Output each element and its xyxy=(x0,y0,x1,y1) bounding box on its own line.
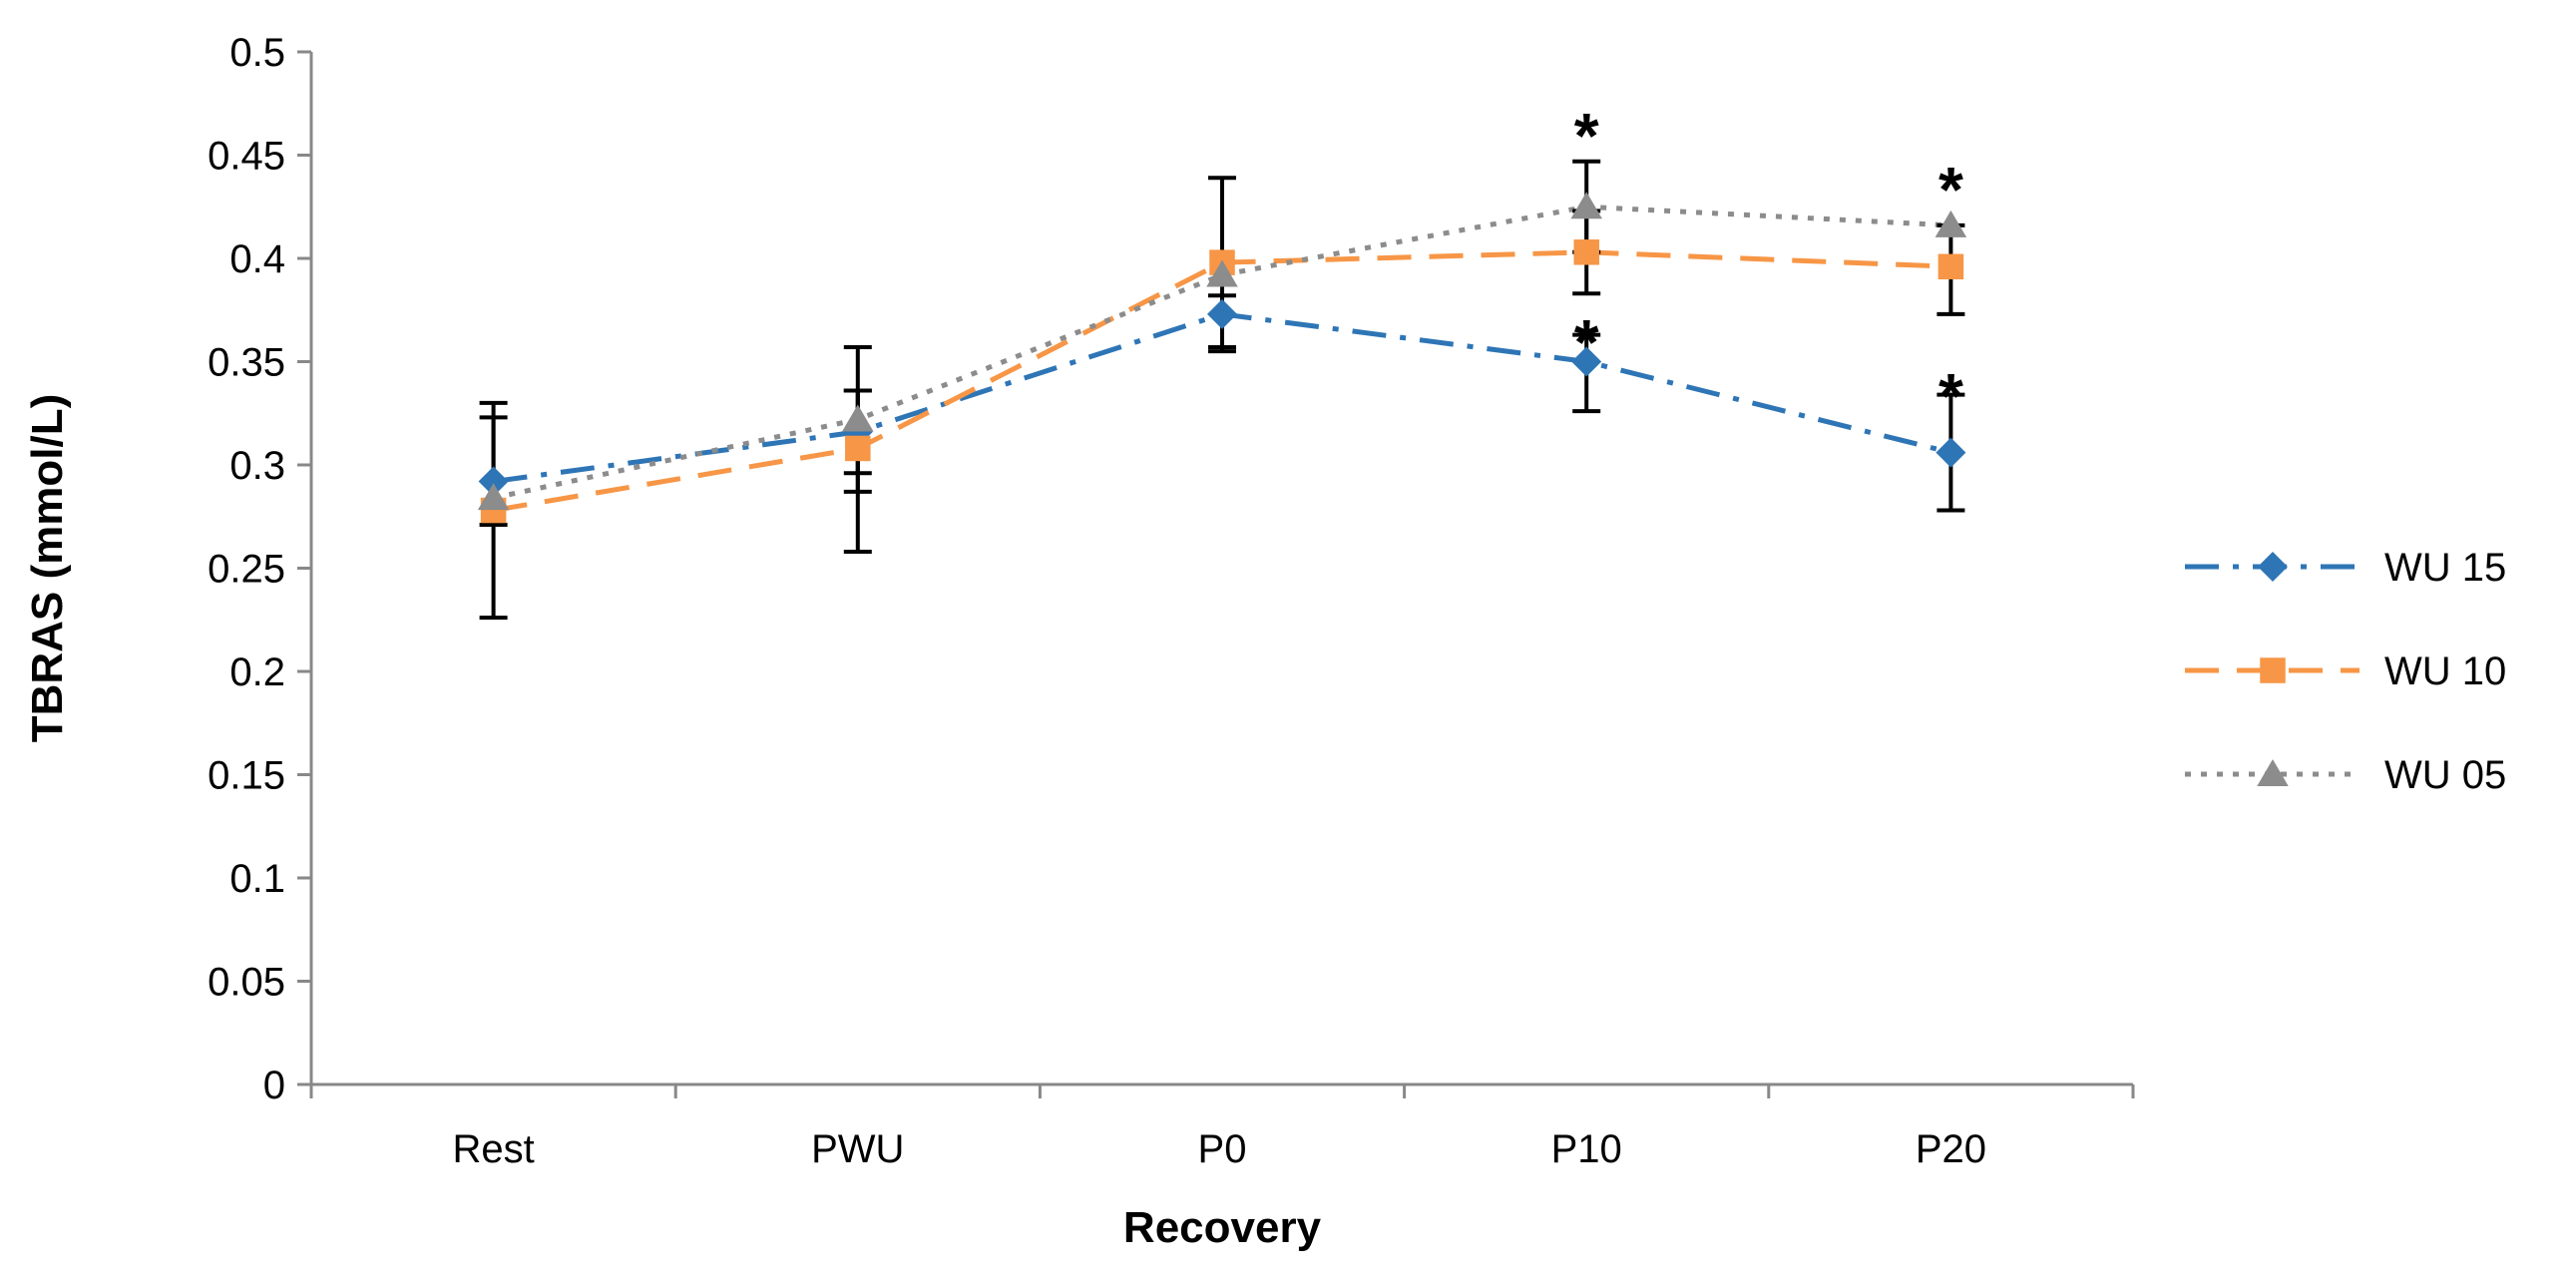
significance-star: * xyxy=(1938,154,1963,225)
data-point-wu-05 xyxy=(842,404,874,432)
y-tick-label: 0.4 xyxy=(229,237,285,281)
significance-star: * xyxy=(1574,306,1599,378)
y-tick-label: 0.45 xyxy=(208,135,285,179)
axes: 0 0.05 0.1 0.15 0.2 0.25 0.3 0.35 0.4 0.45 0.5 Rest… xyxy=(208,31,2135,1171)
legend-item-wu-10: WU 10 xyxy=(2185,649,2506,693)
y-tick-label: 0.35 xyxy=(208,341,285,385)
x-tick-label: P0 xyxy=(1198,1127,1247,1171)
legend: WU 15 WU 10 WU 05 xyxy=(2185,546,2506,797)
y-tick-label: 0.2 xyxy=(229,650,285,694)
y-tick-label: 0.3 xyxy=(229,444,285,488)
y-tick-label: 0 xyxy=(263,1064,285,1107)
y-tick-label: 0.1 xyxy=(229,857,285,901)
y-tick-label: 0.15 xyxy=(208,754,285,798)
series-layer xyxy=(477,159,1967,621)
significance-star: * xyxy=(1574,100,1599,172)
data-point-wu-05 xyxy=(1206,259,1238,287)
x-tick-label: P20 xyxy=(1916,1127,1986,1171)
legend-marker xyxy=(2258,552,2288,582)
legend-label: WU 05 xyxy=(2384,753,2506,797)
data-point-wu-10 xyxy=(845,435,871,462)
legend-marker xyxy=(2257,759,2289,786)
y-tick-label: 0.25 xyxy=(208,548,285,592)
data-point-wu-15 xyxy=(1571,346,1602,377)
data-point-wu-15 xyxy=(1935,437,1966,468)
data-point-wu-10 xyxy=(1937,253,1964,280)
x-tick-label: PWU xyxy=(811,1127,904,1171)
y-axis-title: TBRAS (mmol/L) xyxy=(23,394,72,743)
x-tick-label: P10 xyxy=(1551,1127,1622,1171)
data-point-wu-05 xyxy=(477,483,510,511)
legend-label: WU 15 xyxy=(2384,546,2506,590)
legend-marker xyxy=(2260,657,2286,683)
legend-item-wu-05: WU 05 xyxy=(2185,753,2506,797)
annotation-layer: * * * * xyxy=(1574,100,1963,432)
data-point-wu-05 xyxy=(1934,210,1967,237)
significance-star: * xyxy=(1938,360,1963,432)
data-point-wu-15 xyxy=(1207,298,1237,329)
x-tick-label: Rest xyxy=(452,1127,534,1171)
legend-item-wu-15: WU 15 xyxy=(2185,546,2506,590)
y-tick-label: 0.5 xyxy=(229,31,285,75)
data-point-wu-05 xyxy=(1570,192,1602,219)
y-tick-label: 0.05 xyxy=(208,961,285,1005)
data-point-wu-15 xyxy=(478,466,509,497)
data-point-wu-10 xyxy=(1573,239,1599,265)
legend-label: WU 10 xyxy=(2384,649,2506,693)
x-axis-title: Recovery xyxy=(1123,1203,1322,1252)
